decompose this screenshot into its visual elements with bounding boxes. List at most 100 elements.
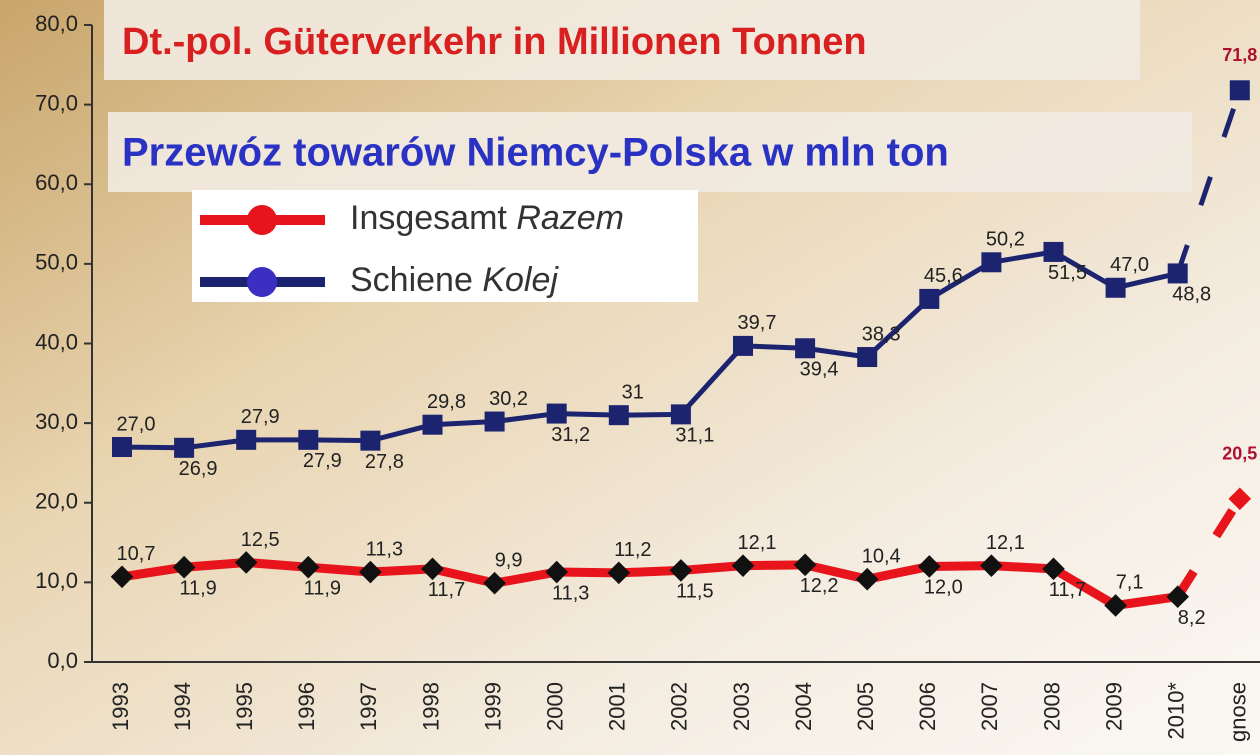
marker [110,565,134,589]
value-label: 51,5 [1048,262,1087,284]
y-tick-label: 30,0 [35,409,78,434]
marker [484,411,505,432]
marker [607,561,631,585]
marker [793,553,817,577]
x-tick-label: 1999 [480,682,505,731]
marker [608,405,629,426]
series-line [121,249,1179,451]
value-label: 8,2 [1178,607,1206,629]
marker [1105,277,1126,298]
legend-name-pl: Razem [516,199,624,237]
marker [731,554,755,577]
value-label: 27,9 [241,406,280,428]
value-label: 11,3 [366,538,403,560]
value-label: 20,5 [1222,444,1257,464]
value-label: 31,1 [675,425,714,447]
x-tick-label: 1998 [418,682,443,731]
legend-label: Insgesamt Razem [350,199,624,237]
x-tick-label: 2006 [915,682,940,731]
value-label: 50,2 [986,229,1025,251]
value-label: 47,0 [1110,254,1149,276]
value-label: 12,1 [738,532,777,554]
x-tick-label: 1996 [294,682,319,731]
value-label: 11,9 [304,578,341,600]
marker [174,437,195,458]
x-tick-label: 2000 [543,682,568,731]
marker [112,437,132,458]
x-tick-label: 2001 [605,682,630,731]
value-label: 29,8 [427,391,466,413]
marker [919,288,940,309]
marker [795,338,816,359]
marker [1166,585,1190,609]
value-label: 31 [622,381,644,403]
marker [1228,487,1252,511]
x-tick-label: 2002 [667,682,692,731]
x-tick-label: gnose [1226,682,1251,742]
legend-name: Schiene [350,261,473,299]
marker [981,252,1002,273]
value-label: 48,8 [1172,284,1211,306]
marker [669,559,693,582]
marker [298,429,319,450]
marker [545,560,569,584]
marker [733,335,753,356]
x-tick-label: 2010* [1164,682,1189,740]
value-label: 11,3 [552,582,589,604]
marker [855,567,879,591]
x-tick-label: 1993 [108,682,133,731]
legend-label: Schiene Kolej [350,261,559,299]
chart-title: Dt.-pol. Güterverkehr in Millionen Tonne… [122,21,867,63]
value-label: 7,1 [1116,572,1144,594]
value-label: 31,2 [551,424,590,446]
legend-name: Insgesamt [350,199,507,237]
x-tick-label: 2009 [1101,682,1126,731]
series-line [1173,496,1244,600]
x-tick-label: 2003 [729,682,754,731]
value-label: 39,4 [800,359,839,381]
value-label: 11,2 [614,539,651,561]
x-tick-label: 1994 [170,682,195,731]
x-tick-label: 1995 [232,682,257,731]
x-tick-label: 2008 [1039,682,1064,731]
value-label: 38,3 [862,323,901,345]
x-tick-label: 2007 [977,682,1002,731]
y-tick-label: 0,0 [47,648,78,673]
chart-subtitle: Przewóz towarów Niemcy-Polska w mln ton [122,131,949,175]
value-label: 39,7 [738,312,777,334]
value-label: 45,6 [924,265,963,287]
value-label: 10,4 [862,545,901,567]
value-label: 12,1 [986,532,1025,554]
x-tick-label: 2004 [791,682,816,731]
value-label: 71,8 [1222,45,1257,65]
marker [980,554,1003,577]
value-label: 30,2 [489,388,528,410]
value-label: 26,9 [179,458,218,480]
marker [483,571,506,595]
x-tick-label: 2005 [853,682,878,731]
legend-name-pl: Kolej [482,261,559,299]
y-tick-label: 40,0 [35,329,78,354]
value-label: 27,0 [117,413,156,435]
marker [422,414,443,435]
subtitle-box [108,112,1192,192]
legend-marker [247,267,277,297]
value-label: 11,7 [1049,579,1086,601]
value-label: 11,7 [428,579,465,601]
marker [546,403,567,424]
marker [359,560,382,584]
value-label: 12,2 [800,575,839,597]
y-tick-label: 10,0 [35,568,78,593]
marker [1229,80,1250,101]
marker [1104,594,1127,617]
x-tick-label: 1997 [356,682,381,731]
marker [236,429,257,450]
marker [1043,241,1064,262]
marker [1042,557,1065,581]
y-tick-label: 80,0 [35,11,78,36]
marker [360,430,381,451]
value-label: 11,5 [676,581,713,603]
title-box [104,0,1140,80]
marker [857,347,878,368]
